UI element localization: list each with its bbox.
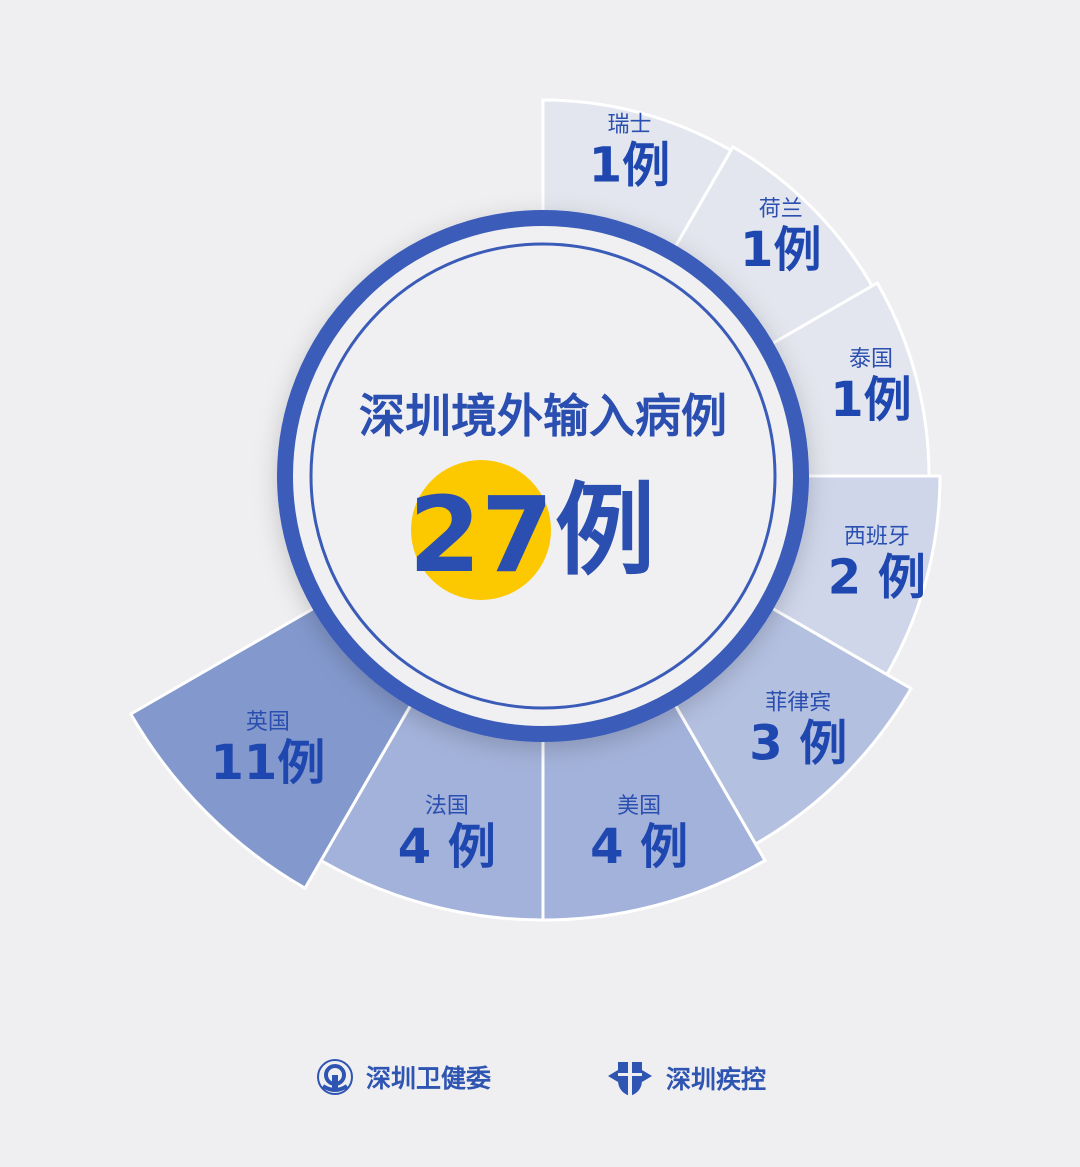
sector-count-label: 1例: [589, 137, 670, 193]
sector-count-label: 2 例: [828, 549, 926, 605]
sector-count-label: 1例: [830, 372, 911, 428]
sector-country-label: 美国: [617, 794, 661, 819]
sector-country-label: 菲律宾: [765, 690, 831, 715]
org2-name: 深圳疾控: [666, 1065, 767, 1094]
sector-count-label: 11例: [210, 735, 325, 791]
sector-count-label: 3 例: [749, 715, 847, 771]
sector-country-label: 荷兰: [759, 197, 803, 222]
cdc-shield-icon: [608, 1062, 652, 1096]
sector-country-label: 瑞士: [607, 112, 651, 137]
total-value: 27: [409, 474, 554, 596]
sector-count-label: 4 例: [398, 819, 496, 875]
total-unit: 例: [555, 472, 655, 589]
sector-country-label: 泰国: [849, 347, 893, 372]
sector-count-label: 1例: [740, 222, 821, 278]
footer: 深圳卫健委 深圳疾控: [0, 1058, 1080, 1102]
org-health-commission: 深圳卫健委: [316, 1058, 491, 1096]
org1-name: 深圳卫健委: [366, 1064, 492, 1093]
sector-country-label: 法国: [425, 794, 469, 819]
sector-country-label: 西班牙: [844, 524, 910, 549]
total-highlight-circle: [411, 460, 551, 600]
sector-country-label: 英国: [246, 710, 290, 735]
sectors: [128, 98, 942, 922]
sector-count-label: 4 例: [590, 819, 688, 875]
health-commission-emblem-icon: [317, 1059, 353, 1095]
center-disc: 深圳境外输入病例 27 例: [277, 210, 809, 742]
chart-title: 深圳境外输入病例: [359, 389, 727, 443]
org-cdc: 深圳疾控: [606, 1058, 766, 1098]
